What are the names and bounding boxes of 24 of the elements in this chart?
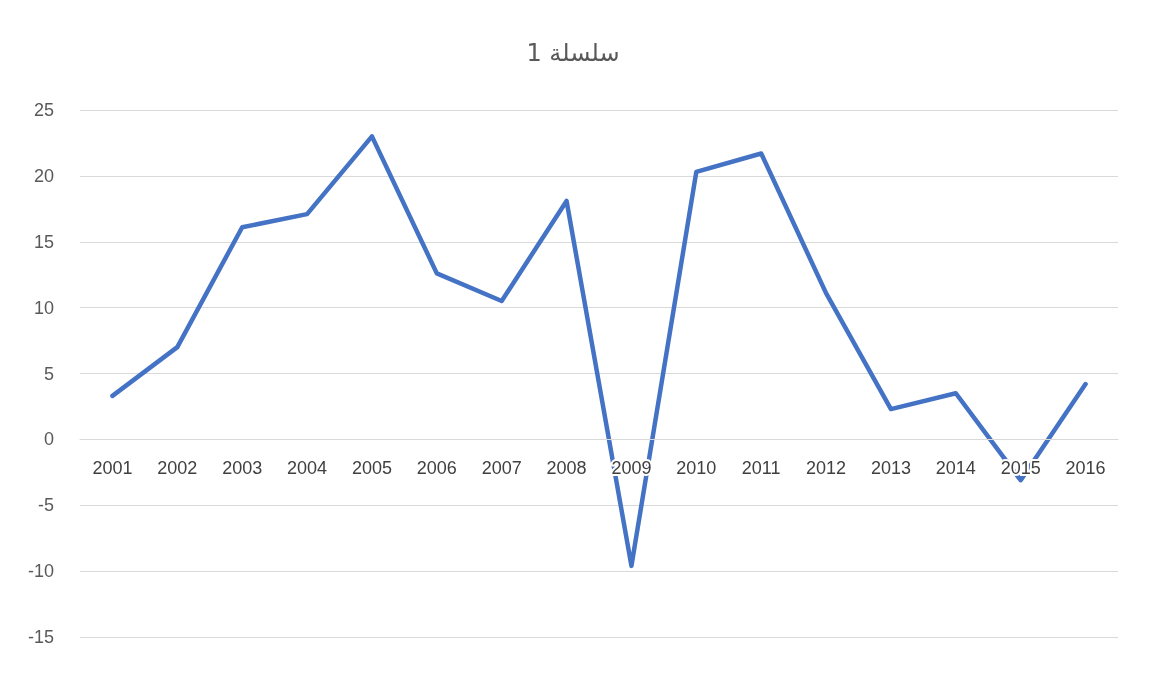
x-tick-label: 2004: [287, 458, 328, 479]
y-tick-label: 15: [33, 231, 54, 252]
x-tick-label: 2001: [92, 458, 133, 479]
x-tick-label: 2014: [935, 458, 976, 479]
y-tick-label: -15: [27, 627, 54, 647]
x-tick-label: 2010: [676, 458, 717, 479]
y-tick-label: 20: [33, 165, 54, 186]
x-tick-label: 2007: [481, 458, 522, 479]
y-tick-label: 5: [43, 363, 54, 384]
x-tick-label: 2006: [416, 458, 457, 479]
x-tick-label: 2002: [157, 458, 198, 479]
chart-title: سلسلة 1: [526, 39, 620, 67]
y-tick-label: -5: [37, 495, 54, 516]
y-tick-label: -10: [27, 561, 54, 582]
x-tick-label: 2005: [351, 458, 392, 479]
x-tick-label: 2008: [546, 458, 587, 479]
y-tick-label: 25: [33, 100, 54, 120]
x-tick-label: 2013: [870, 458, 911, 479]
y-tick-label: 0: [43, 429, 54, 450]
x-tick-label: 2016: [1065, 458, 1106, 479]
x-tick-label: 2012: [806, 458, 847, 479]
x-tick-label: 2011: [741, 458, 781, 479]
y-tick-label: 10: [33, 297, 54, 318]
x-tick-label: 2003: [222, 458, 263, 479]
